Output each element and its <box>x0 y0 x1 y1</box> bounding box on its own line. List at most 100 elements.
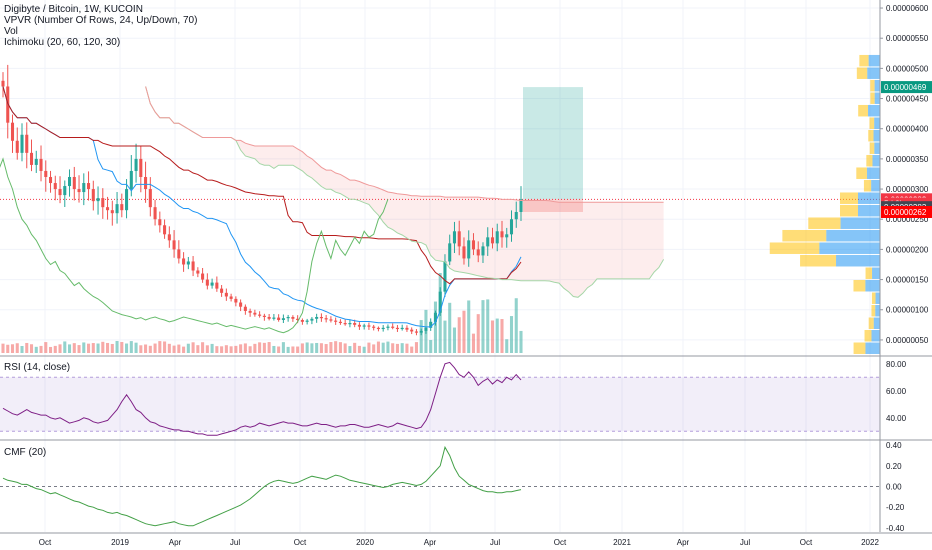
volume-bar <box>319 343 323 353</box>
vpvr-row-down <box>863 179 872 192</box>
time-tick-label: Oct <box>39 538 52 547</box>
candle-body <box>177 249 181 259</box>
ichimoku-cloud <box>145 86 664 298</box>
candle-body <box>391 326 395 328</box>
vpvr-row-down <box>808 217 841 229</box>
volume-bar <box>148 345 152 353</box>
vpvr-row-up <box>819 242 880 254</box>
price-tag-bg <box>881 205 932 218</box>
candle-body <box>410 329 414 332</box>
candle-body <box>215 282 219 289</box>
candle-body <box>129 170 133 190</box>
price-tick-label: 0.00000200 <box>886 245 929 254</box>
volume-bar <box>486 299 490 353</box>
candle-body <box>467 240 471 259</box>
candle-body <box>239 302 243 307</box>
vpvr-row-up <box>872 267 880 279</box>
vpvr-row-up <box>867 67 880 79</box>
candle-body <box>357 324 361 327</box>
cmf-line <box>2 445 522 527</box>
vpvr-row-down <box>865 267 873 279</box>
candle-body <box>210 282 214 286</box>
candle-body <box>452 231 456 244</box>
volume-bar <box>481 300 485 353</box>
time-tick-label: 2019 <box>111 538 129 547</box>
candle-body <box>291 316 295 319</box>
vol-legend[interactable]: Vol <box>4 26 18 37</box>
volume-bar <box>10 344 15 353</box>
candle-body <box>471 240 476 250</box>
volume-bar <box>514 298 518 353</box>
volume-bar <box>329 342 333 353</box>
candle-body <box>334 320 338 322</box>
volume-bar <box>296 346 300 353</box>
grid <box>0 0 880 532</box>
price-tick-label: 0.00000550 <box>886 34 929 43</box>
candle-body <box>6 86 10 123</box>
volume-bar <box>20 346 24 353</box>
volume-bar <box>386 341 390 353</box>
price-tick-label: 0.00000050 <box>886 336 929 345</box>
volume-bar <box>291 346 295 353</box>
candle-body <box>44 170 48 177</box>
candle-body <box>300 320 304 322</box>
ichimoku-span-b <box>145 86 664 203</box>
candle-body <box>101 198 105 208</box>
vpvr-row-down <box>864 329 872 342</box>
time-tick-label: Apr <box>424 538 437 547</box>
price-tick-label: 0.00000600 <box>886 4 929 13</box>
cmf-tick-label: 0.20 <box>886 462 902 471</box>
volume-bar <box>6 344 10 353</box>
vpvr-row-down <box>782 229 827 242</box>
vpvr-row-down <box>858 104 869 117</box>
rsi-label[interactable]: RSI (14, close) <box>4 362 71 373</box>
volume-bar <box>467 300 471 353</box>
candle-body <box>519 199 523 212</box>
volume-bar <box>144 344 148 353</box>
position-tool[interactable] <box>0 87 880 212</box>
candle-body <box>400 327 404 330</box>
candle-body <box>253 312 257 315</box>
ichimoku-legend[interactable]: Ichimoku (20, 60, 120, 30) <box>4 37 121 48</box>
vpvr-row-up <box>874 142 880 154</box>
vpvr-row-up <box>868 54 880 67</box>
candle-body <box>201 273 205 280</box>
volume-bar <box>476 314 480 353</box>
vpvr-row-up <box>866 167 880 179</box>
vpvr-row-down <box>869 142 875 154</box>
symbol-title[interactable]: Digibyte / Bitcoin, 1W, KUCOIN <box>4 4 143 15</box>
candle-body <box>63 186 67 196</box>
volume-bar <box>96 343 100 353</box>
volume-bar <box>172 345 176 353</box>
vpvr-row-up <box>874 79 880 92</box>
candle-body <box>167 234 171 241</box>
volume-bar <box>376 341 380 353</box>
volume-bar <box>196 345 200 353</box>
vpvr-row-up <box>865 342 880 354</box>
volume-bar <box>367 342 371 353</box>
vpvr-legend[interactable]: VPVR (Number Of Rows, 24, Up/Down, 70) <box>4 15 198 26</box>
volume-bar <box>248 346 252 353</box>
vpvr-row-down <box>859 54 869 67</box>
volume-bar <box>334 341 338 353</box>
cmf-label[interactable]: CMF (20) <box>4 447 47 458</box>
volume-bar <box>153 343 157 353</box>
volume-bar <box>448 302 452 353</box>
volume-bar <box>272 345 276 353</box>
cmf-tick-label: 0.00 <box>886 483 902 492</box>
candle-body <box>315 316 319 319</box>
candle-body <box>343 323 347 325</box>
volume-bar <box>234 345 238 353</box>
volume-bar <box>357 345 361 353</box>
volume-bar <box>220 346 224 353</box>
volume-bar <box>139 345 143 353</box>
candle-body <box>110 210 114 214</box>
vpvr-row-down <box>870 92 875 104</box>
candle-body <box>286 316 290 319</box>
volume-bar <box>39 345 43 353</box>
candle-body <box>224 292 228 297</box>
volume-bar <box>405 343 409 353</box>
volume-bar <box>429 339 433 353</box>
rsi-band <box>0 377 880 432</box>
volume-profile <box>769 54 880 354</box>
